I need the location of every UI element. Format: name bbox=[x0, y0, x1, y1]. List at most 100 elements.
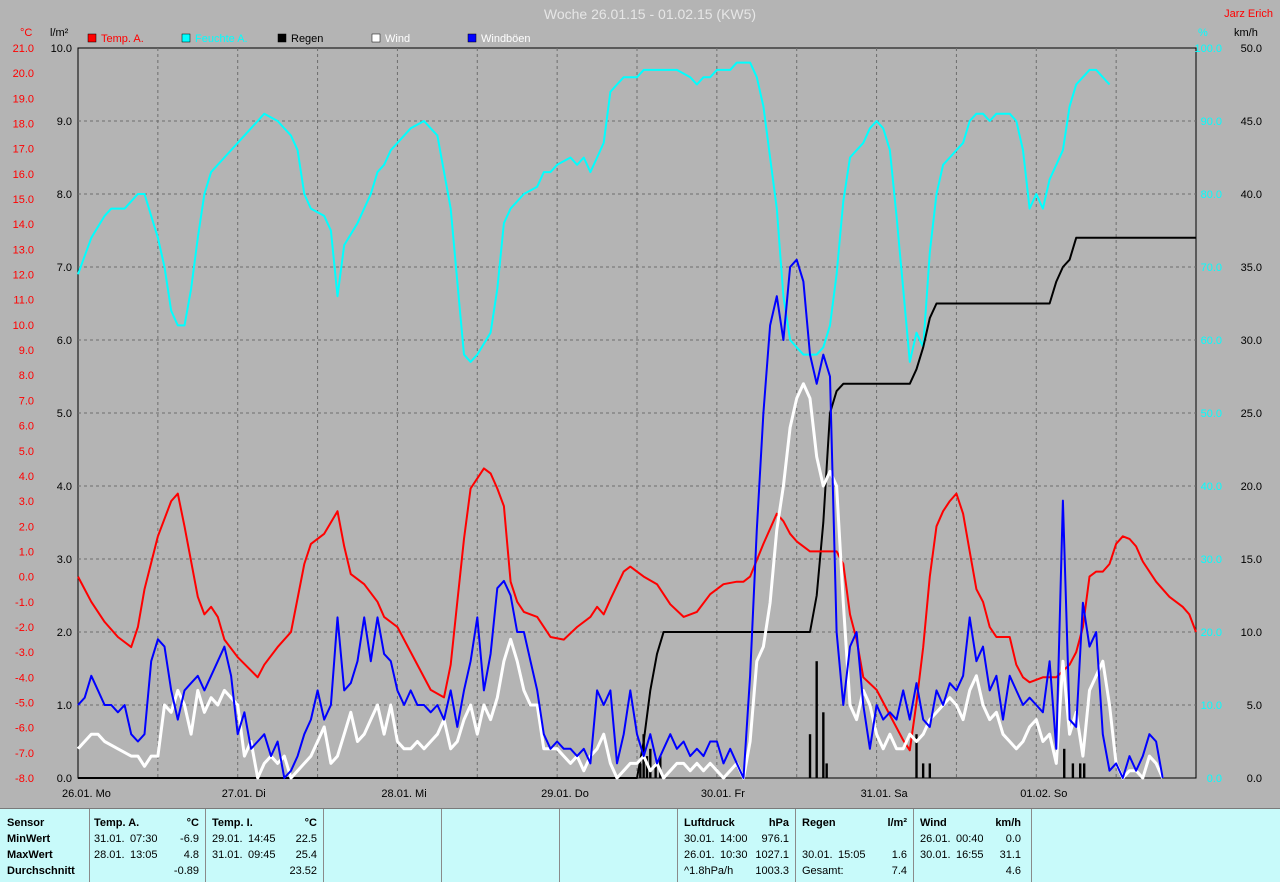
humidity-axis: 0.0 10.0 20.0 30.0 40.0 50.0 60.0 70.0 80.0 90.0 1… bbox=[1194, 43, 1222, 785]
series-lines bbox=[76, 61, 1197, 780]
day-label: 28.01. Mi bbox=[381, 788, 426, 800]
rain-bar bbox=[921, 763, 925, 778]
stats-col-temp-a: Temp. A. °C 31.01. 07:30 -6.9 28.01. 13:… bbox=[90, 809, 206, 882]
weather-chart: Woche 26.01.15 - 01.02.15 (KW5) Jarz Eri… bbox=[13, 6, 1273, 800]
tick-label: 1.0 bbox=[57, 700, 72, 712]
axis-labels: -8.0 -7.0 -6.0 -5.0 -4.0 -3.0 -2.0 -1.0 0.0 1.0 2.… bbox=[13, 43, 1262, 785]
luftdruck-title: Luftdruck bbox=[684, 817, 735, 829]
temp-a-title: Temp. A. bbox=[94, 817, 140, 829]
temp-a-max-value: 4.8 bbox=[183, 849, 199, 861]
tick-label: -4.0 bbox=[15, 672, 34, 684]
temp-a-unit: °C bbox=[186, 817, 199, 829]
legend-label: Windböen bbox=[481, 33, 531, 45]
regen-title: Regen bbox=[802, 817, 836, 829]
rain-bar bbox=[928, 763, 932, 778]
tick-label: 5.0 bbox=[19, 446, 34, 458]
temp-i-unit: °C bbox=[304, 817, 317, 829]
day-label: 01.02. So bbox=[1020, 788, 1067, 800]
tick-label: 40.0 bbox=[1201, 481, 1222, 493]
tick-label: 10.0 bbox=[13, 320, 34, 332]
tick-label: 30.0 bbox=[1201, 554, 1222, 566]
regen-unit: l/m² bbox=[887, 817, 907, 829]
regen-total-label: Gesamt: bbox=[802, 865, 844, 877]
grid-lines bbox=[78, 48, 1196, 778]
tick-label: 2.0 bbox=[57, 627, 72, 639]
rain-bar bbox=[915, 734, 918, 778]
rain-bar bbox=[822, 712, 825, 778]
rain-bar bbox=[1071, 763, 1075, 778]
rain-bar bbox=[825, 763, 828, 778]
rain-bar bbox=[1063, 748, 1066, 778]
tick-label: 90.0 bbox=[1201, 116, 1222, 128]
stats-col-empty-2 bbox=[442, 809, 560, 882]
tick-label: 9.0 bbox=[57, 116, 72, 128]
tick-label: 18.0 bbox=[13, 119, 34, 131]
tick-label: 2.0 bbox=[19, 521, 34, 533]
tick-label: 1.0 bbox=[19, 546, 34, 558]
tick-label: 7.0 bbox=[57, 262, 72, 274]
tick-label: 45.0 bbox=[1241, 116, 1262, 128]
author-label: Jarz Erich bbox=[1224, 8, 1273, 20]
wind-line bbox=[76, 382, 1165, 780]
day-labels: 26.01. Mo 27.01. Di 28.01. Mi 29.01. Do 30.0… bbox=[62, 788, 1067, 800]
wind-axis-unit: km/h bbox=[1234, 27, 1258, 39]
legend-swatch bbox=[181, 33, 191, 43]
legend-swatch bbox=[277, 33, 287, 43]
tick-label: 60.0 bbox=[1201, 335, 1222, 347]
regen-max-time: 15:05 bbox=[838, 849, 866, 861]
luftdruck-min-date: 30.01. bbox=[684, 833, 715, 845]
tick-label: 10.0 bbox=[1241, 627, 1262, 639]
tick-label: 7.0 bbox=[19, 395, 34, 407]
rain-bar bbox=[1083, 763, 1086, 778]
legend-swatch bbox=[467, 33, 477, 43]
temperature-line bbox=[77, 467, 1197, 752]
tick-label: 14.0 bbox=[13, 219, 34, 231]
regen-max-value: 1.6 bbox=[891, 849, 907, 861]
legend-label: Wind bbox=[385, 33, 410, 45]
gust-line bbox=[77, 258, 1164, 779]
tick-label: 50.0 bbox=[1241, 43, 1262, 55]
rain-axis: 0.0 1.0 2.0 3.0 4.0 5.0 6.0 7.0 8.0 9.0 10.0 bbox=[51, 43, 72, 785]
day-label: 26.01. Mo bbox=[62, 788, 111, 800]
tick-label: 21.0 bbox=[13, 43, 34, 55]
luftdruck-max-time: 10:30 bbox=[720, 849, 748, 861]
tick-label: 20.0 bbox=[1241, 481, 1262, 493]
tick-label: 5.0 bbox=[57, 408, 72, 420]
legend-swatch bbox=[371, 33, 381, 43]
wind-avg: 4.6 bbox=[1005, 865, 1021, 877]
temp-a-min-time: 07:30 bbox=[130, 833, 158, 845]
tick-label: 40.0 bbox=[1241, 189, 1262, 201]
wind-max-value: 31.1 bbox=[999, 849, 1021, 861]
pct-axis-unit: % bbox=[1198, 27, 1208, 39]
legend-label: Feuchte A. bbox=[195, 33, 248, 45]
luftdruck-unit: hPa bbox=[768, 817, 789, 829]
temp-i-title: Temp. I. bbox=[212, 817, 253, 829]
luftdruck-max-date: 26.01. bbox=[684, 849, 715, 861]
tick-label: -1.0 bbox=[15, 597, 34, 609]
temp-a-avg: -0.89 bbox=[173, 865, 199, 877]
tick-label: -7.0 bbox=[15, 748, 34, 760]
legend-label: Regen bbox=[291, 33, 323, 45]
wind-max-time: 16:55 bbox=[956, 849, 984, 861]
tick-label: -2.0 bbox=[15, 622, 34, 634]
rain-bar bbox=[649, 748, 652, 778]
rain-bar bbox=[1079, 763, 1082, 778]
legend-label: Temp. A. bbox=[101, 33, 144, 45]
tick-label: 3.0 bbox=[57, 554, 72, 566]
temp-a-min-date: 31.01. bbox=[94, 833, 125, 845]
stats-col-empty-3 bbox=[560, 809, 678, 882]
tick-label: 9.0 bbox=[19, 345, 34, 357]
tick-label: 11.0 bbox=[13, 295, 34, 307]
temp-a-max-date: 28.01. bbox=[94, 849, 125, 861]
day-label: 29.01. Do bbox=[541, 788, 589, 800]
luftdruck-avg: 1003.3 bbox=[755, 865, 789, 877]
day-label: 27.01. Di bbox=[222, 788, 266, 800]
luftdruck-max-value: 1027.1 bbox=[755, 849, 789, 861]
tick-label: 100.0 bbox=[1194, 43, 1222, 55]
wind-min-date: 26.01. bbox=[920, 833, 951, 845]
tick-label: 4.0 bbox=[57, 481, 72, 493]
temp-i-min-value: 22.5 bbox=[295, 833, 317, 845]
stats-col-wind: Wind km/h 26.01. 00:40 0.0 30.01. 16:55 … bbox=[914, 809, 1032, 882]
chart-legend: Temp. A. Feuchte A. Regen Wind Windböen bbox=[87, 33, 531, 45]
stats-header-max: MaxWert bbox=[7, 849, 53, 861]
